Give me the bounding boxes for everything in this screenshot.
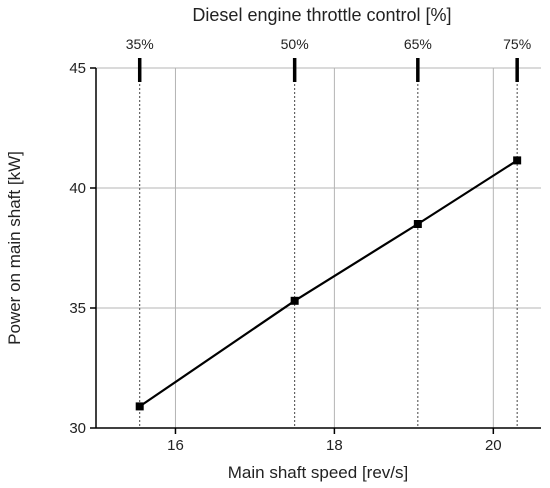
- y-tick-label: 35: [69, 300, 86, 317]
- y-tick-label: 30: [69, 420, 86, 437]
- throttle-markers: 35% 50% 65% 75%: [126, 36, 531, 82]
- x-axis-label: Main shaft speed [rev/s]: [228, 463, 408, 482]
- x-tick-label: 20: [485, 437, 502, 454]
- throttle-label: 50%: [281, 36, 309, 52]
- top-axis-title: Diesel engine throttle control [%]: [192, 5, 451, 25]
- series-line: [139, 159, 518, 408]
- data-point: [135, 402, 144, 411]
- grid-lines: [96, 67, 541, 429]
- y-tick-label: 45: [69, 60, 86, 77]
- y-axis-label: Power on main shaft [kW]: [5, 151, 24, 345]
- data-point: [413, 220, 422, 228]
- data-point: [290, 296, 299, 305]
- throttle-label: 65%: [404, 36, 432, 52]
- throttle-label: 35%: [126, 36, 154, 52]
- throttle-label: 75%: [503, 36, 531, 52]
- x-tick-label: 18: [326, 437, 343, 454]
- axis-ticks: 30 35 40 45 16 18 20: [69, 60, 501, 454]
- x-tick-label: 16: [167, 437, 184, 454]
- plot-frame: [95, 68, 541, 429]
- throttle-guide-lines: [139, 68, 518, 428]
- y-tick-label: 40: [69, 180, 86, 197]
- data-series: [135, 156, 522, 411]
- data-point: [513, 156, 522, 165]
